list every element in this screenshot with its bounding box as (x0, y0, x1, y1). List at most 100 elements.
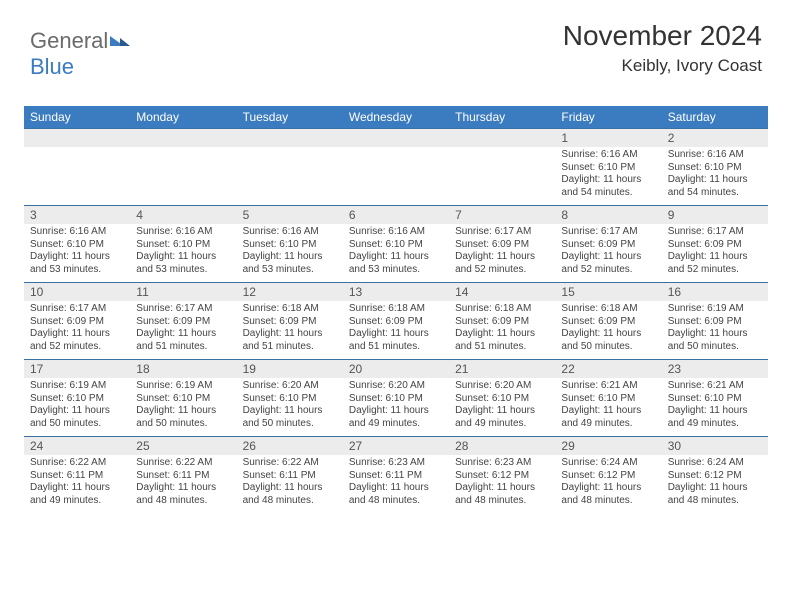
day-number (24, 129, 130, 147)
day-number: 18 (130, 360, 236, 378)
calendar-day-header: Wednesday (343, 106, 449, 128)
daynum-row: 3456789 (24, 206, 768, 224)
day-cell (24, 147, 130, 205)
day-cell: Sunrise: 6:17 AMSunset: 6:09 PMDaylight:… (449, 224, 555, 282)
day-cell: Sunrise: 6:24 AMSunset: 6:12 PMDaylight:… (662, 455, 768, 513)
day-cell: Sunrise: 6:22 AMSunset: 6:11 PMDaylight:… (24, 455, 130, 513)
day-cell: Sunrise: 6:20 AMSunset: 6:10 PMDaylight:… (343, 378, 449, 436)
day-number: 2 (662, 129, 768, 147)
day-cell: Sunrise: 6:23 AMSunset: 6:12 PMDaylight:… (449, 455, 555, 513)
calendar-week: 3456789Sunrise: 6:16 AMSunset: 6:10 PMDa… (24, 205, 768, 282)
content-row: Sunrise: 6:16 AMSunset: 6:10 PMDaylight:… (24, 224, 768, 282)
calendar-week: 17181920212223Sunrise: 6:19 AMSunset: 6:… (24, 359, 768, 436)
day-number (130, 129, 236, 147)
day-cell: Sunrise: 6:19 AMSunset: 6:10 PMDaylight:… (130, 378, 236, 436)
day-number: 27 (343, 437, 449, 455)
daynum-row: 12 (24, 129, 768, 147)
content-row: Sunrise: 6:16 AMSunset: 6:10 PMDaylight:… (24, 147, 768, 205)
day-number: 22 (555, 360, 661, 378)
day-number (449, 129, 555, 147)
calendar-header-row: SundayMondayTuesdayWednesdayThursdayFrid… (24, 106, 768, 128)
day-cell: Sunrise: 6:17 AMSunset: 6:09 PMDaylight:… (662, 224, 768, 282)
day-number: 17 (24, 360, 130, 378)
day-cell: Sunrise: 6:19 AMSunset: 6:09 PMDaylight:… (662, 301, 768, 359)
day-cell: Sunrise: 6:18 AMSunset: 6:09 PMDaylight:… (237, 301, 343, 359)
day-number: 16 (662, 283, 768, 301)
location: Keibly, Ivory Coast (563, 56, 762, 76)
day-cell: Sunrise: 6:22 AMSunset: 6:11 PMDaylight:… (237, 455, 343, 513)
daynum-row: 24252627282930 (24, 437, 768, 455)
day-number: 28 (449, 437, 555, 455)
day-number: 1 (555, 129, 661, 147)
day-cell: Sunrise: 6:16 AMSunset: 6:10 PMDaylight:… (130, 224, 236, 282)
day-number: 12 (237, 283, 343, 301)
day-cell: Sunrise: 6:17 AMSunset: 6:09 PMDaylight:… (130, 301, 236, 359)
day-number: 4 (130, 206, 236, 224)
day-cell: Sunrise: 6:17 AMSunset: 6:09 PMDaylight:… (555, 224, 661, 282)
calendar-body: 12Sunrise: 6:16 AMSunset: 6:10 PMDayligh… (24, 128, 768, 513)
day-number: 10 (24, 283, 130, 301)
calendar-day-header: Saturday (662, 106, 768, 128)
calendar-day-header: Friday (555, 106, 661, 128)
day-cell: Sunrise: 6:16 AMSunset: 6:10 PMDaylight:… (24, 224, 130, 282)
calendar-week: 10111213141516Sunrise: 6:17 AMSunset: 6:… (24, 282, 768, 359)
day-cell: Sunrise: 6:18 AMSunset: 6:09 PMDaylight:… (343, 301, 449, 359)
calendar-day-header: Tuesday (237, 106, 343, 128)
logo-text-gray: General (30, 28, 108, 53)
calendar: SundayMondayTuesdayWednesdayThursdayFrid… (24, 106, 768, 513)
calendar-week: 12Sunrise: 6:16 AMSunset: 6:10 PMDayligh… (24, 128, 768, 205)
day-number: 30 (662, 437, 768, 455)
calendar-week: 24252627282930Sunrise: 6:22 AMSunset: 6:… (24, 436, 768, 513)
day-number: 8 (555, 206, 661, 224)
content-row: Sunrise: 6:19 AMSunset: 6:10 PMDaylight:… (24, 378, 768, 436)
day-number: 20 (343, 360, 449, 378)
day-number: 5 (237, 206, 343, 224)
day-cell: Sunrise: 6:19 AMSunset: 6:10 PMDaylight:… (24, 378, 130, 436)
logo-text-blue: Blue (30, 54, 74, 79)
daynum-row: 10111213141516 (24, 283, 768, 301)
day-cell (343, 147, 449, 205)
day-cell: Sunrise: 6:16 AMSunset: 6:10 PMDaylight:… (343, 224, 449, 282)
day-cell (237, 147, 343, 205)
day-number: 24 (24, 437, 130, 455)
calendar-day-header: Monday (130, 106, 236, 128)
day-number: 19 (237, 360, 343, 378)
day-number: 13 (343, 283, 449, 301)
logo: General Blue (30, 28, 130, 80)
day-cell: Sunrise: 6:18 AMSunset: 6:09 PMDaylight:… (449, 301, 555, 359)
day-number: 25 (130, 437, 236, 455)
daynum-row: 17181920212223 (24, 360, 768, 378)
day-cell: Sunrise: 6:22 AMSunset: 6:11 PMDaylight:… (130, 455, 236, 513)
day-cell: Sunrise: 6:20 AMSunset: 6:10 PMDaylight:… (237, 378, 343, 436)
day-number: 29 (555, 437, 661, 455)
day-number: 15 (555, 283, 661, 301)
day-number (237, 129, 343, 147)
month-title: November 2024 (563, 20, 762, 52)
day-cell: Sunrise: 6:21 AMSunset: 6:10 PMDaylight:… (662, 378, 768, 436)
day-cell: Sunrise: 6:16 AMSunset: 6:10 PMDaylight:… (662, 147, 768, 205)
day-cell: Sunrise: 6:16 AMSunset: 6:10 PMDaylight:… (237, 224, 343, 282)
day-cell: Sunrise: 6:24 AMSunset: 6:12 PMDaylight:… (555, 455, 661, 513)
day-number: 3 (24, 206, 130, 224)
day-cell (449, 147, 555, 205)
day-cell: Sunrise: 6:21 AMSunset: 6:10 PMDaylight:… (555, 378, 661, 436)
day-number: 26 (237, 437, 343, 455)
day-number: 9 (662, 206, 768, 224)
day-cell: Sunrise: 6:23 AMSunset: 6:11 PMDaylight:… (343, 455, 449, 513)
header: November 2024 Keibly, Ivory Coast (563, 20, 762, 76)
content-row: Sunrise: 6:17 AMSunset: 6:09 PMDaylight:… (24, 301, 768, 359)
day-number: 21 (449, 360, 555, 378)
day-cell: Sunrise: 6:18 AMSunset: 6:09 PMDaylight:… (555, 301, 661, 359)
day-cell (130, 147, 236, 205)
calendar-day-header: Thursday (449, 106, 555, 128)
content-row: Sunrise: 6:22 AMSunset: 6:11 PMDaylight:… (24, 455, 768, 513)
day-number: 14 (449, 283, 555, 301)
day-number: 6 (343, 206, 449, 224)
logo-triangle2-icon (120, 38, 130, 46)
calendar-day-header: Sunday (24, 106, 130, 128)
day-cell: Sunrise: 6:16 AMSunset: 6:10 PMDaylight:… (555, 147, 661, 205)
day-number (343, 129, 449, 147)
day-number: 23 (662, 360, 768, 378)
day-number: 11 (130, 283, 236, 301)
day-cell: Sunrise: 6:17 AMSunset: 6:09 PMDaylight:… (24, 301, 130, 359)
